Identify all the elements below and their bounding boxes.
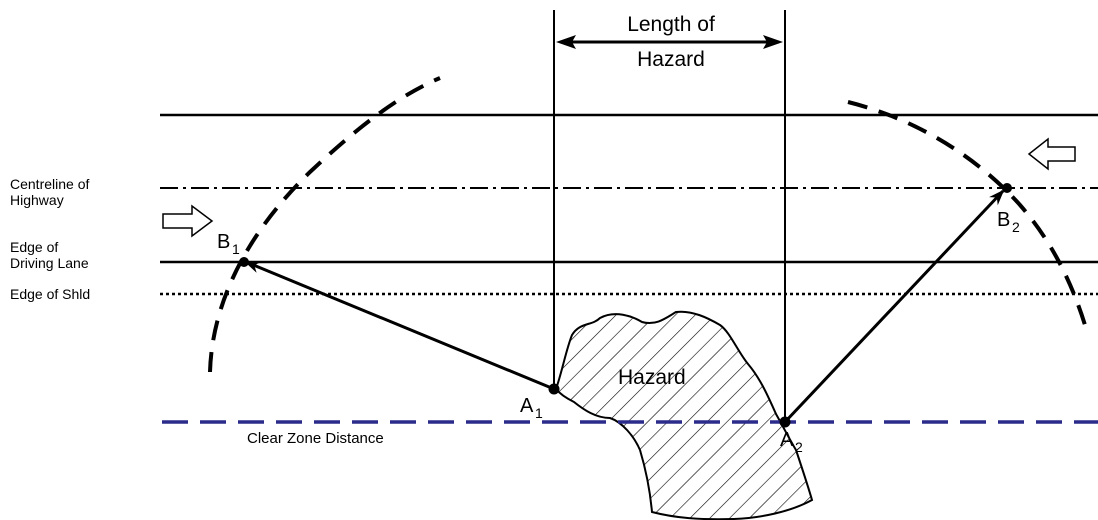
length-label-line2: Hazard: [637, 48, 705, 71]
point-a2: [779, 416, 791, 428]
length-dimension-arrow: [556, 35, 783, 49]
svg-text:1: 1: [232, 241, 240, 257]
label-b2: B 2: [997, 209, 1020, 235]
edge-lane-label-line1: Edge of: [10, 239, 58, 255]
centreline-label-line2: Highway: [10, 192, 64, 208]
vector-a2-b2: [783, 189, 1005, 424]
clear-zone-label: Clear Zone Distance: [247, 430, 384, 447]
svg-text:B: B: [997, 209, 1010, 231]
svg-text:2: 2: [795, 439, 803, 455]
point-b2: [1002, 183, 1012, 193]
point-b1: [239, 257, 249, 267]
label-a1: A 1: [520, 395, 543, 421]
svg-text:A: A: [780, 429, 794, 451]
centreline-label-line1: Centreline of: [10, 176, 89, 192]
hazard-area: [554, 310, 814, 520]
point-a1: [548, 383, 560, 395]
vector-a1-b1: [244, 260, 555, 391]
hazard-label: Hazard: [618, 366, 686, 389]
svg-text:B: B: [217, 231, 230, 253]
svg-text:1: 1: [535, 405, 543, 421]
length-label-line1: Length of: [627, 13, 715, 36]
label-a2: A 2: [780, 429, 803, 455]
svg-text:A: A: [520, 395, 534, 417]
edge-shld-label: Edge of Shld: [10, 286, 90, 302]
svg-text:2: 2: [1012, 219, 1020, 235]
direction-arrow-right-icon: [162, 204, 214, 238]
right-runout-arc: [847, 100, 1090, 336]
label-b1: B 1: [217, 231, 240, 257]
edge-lane-label-line2: Driving Lane: [10, 255, 89, 271]
direction-arrow-left-icon: [1027, 137, 1076, 171]
